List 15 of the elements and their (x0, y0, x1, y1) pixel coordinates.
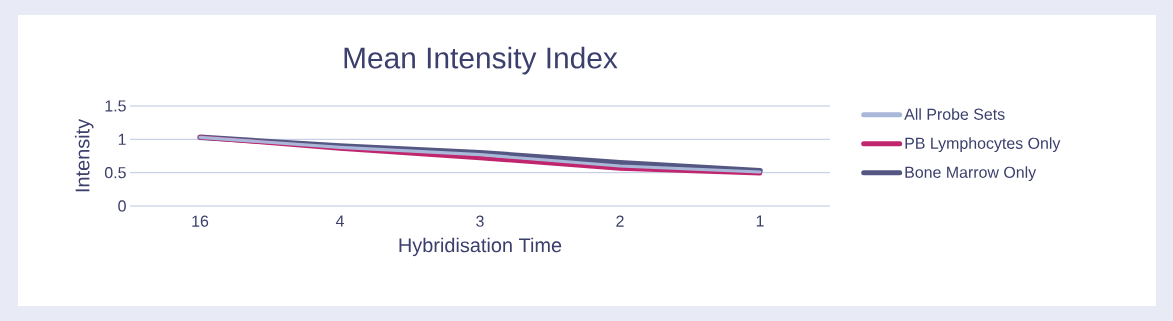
y-tick-label: 0.5 (104, 167, 126, 179)
y-axis-title: Intensity (74, 118, 94, 192)
x-tick-label: 1 (756, 215, 764, 227)
legend-label: Bone Marrow Only (905, 166, 1037, 182)
legend-label: PB Lymphocytes Only (905, 137, 1061, 153)
x-axis-title: Hybridisation Time (399, 237, 562, 257)
y-tick-label: 1 (118, 133, 126, 145)
x-tick-label: 16 (192, 215, 209, 227)
x-tick-label: 3 (476, 215, 484, 227)
legend-label: All Probe Sets (904, 108, 1005, 120)
y-tick-label: 1.5 (105, 100, 126, 112)
y-tick-label: 0 (118, 200, 126, 212)
chart-title: Mean Intensity Index (344, 46, 618, 75)
x-tick-label: 4 (335, 215, 344, 227)
x-tick-label: 2 (616, 215, 624, 227)
